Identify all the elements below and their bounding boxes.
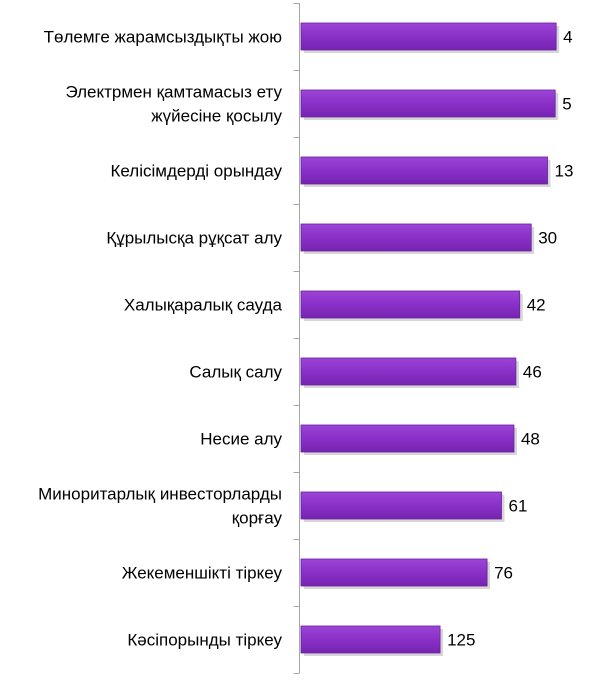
bar [300, 491, 502, 520]
category-label: Миноритарлық инвесторларды қорғау [38, 485, 282, 528]
category-labels: Төлемге жарамсыздықты жою Электрмен қамта… [38, 28, 282, 650]
bar [300, 558, 488, 587]
category-label: Кәсіпорынды тіркеу [127, 631, 282, 650]
value-label: 30 [538, 229, 557, 248]
category-label: Жекеменшікті тіркеу [122, 564, 283, 583]
category-label: Халықаралық сауда [124, 296, 283, 315]
value-label: 5 [562, 95, 571, 114]
bar [300, 223, 532, 252]
value-label: 61 [508, 497, 527, 516]
value-label: 46 [523, 363, 542, 382]
bars [300, 22, 557, 654]
bar [300, 89, 556, 118]
chart-axis [293, 3, 300, 674]
bar [300, 22, 557, 51]
value-label: 48 [521, 430, 540, 449]
category-label: Төлемге жарамсыздықты жою [44, 28, 283, 47]
category-label: Келісімдерді орындау [110, 162, 282, 181]
value-label: 76 [494, 564, 513, 583]
bar [300, 625, 441, 654]
category-label: Салық салу [189, 363, 282, 382]
bar [300, 357, 517, 386]
value-label: 125 [447, 631, 475, 650]
bar [300, 156, 548, 185]
bar [300, 290, 521, 319]
category-label: Құрылысқа рұқсат алу [106, 229, 282, 248]
value-label: 4 [563, 28, 572, 47]
category-label: Электрмен қамтамасыз ету жүйесіне қосылу [65, 83, 282, 126]
bar [300, 424, 515, 453]
category-label: Несие алу [200, 430, 282, 449]
value-label: 42 [527, 296, 546, 315]
value-labels: 4 5 13 30 42 46 48 61 76 125 [447, 28, 573, 650]
value-label: 13 [555, 162, 574, 181]
